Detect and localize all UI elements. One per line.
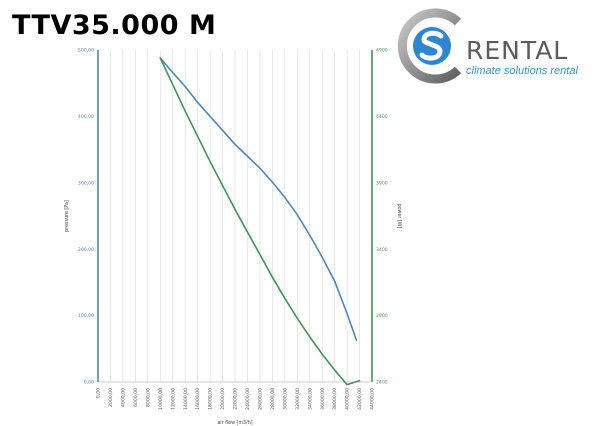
x-tick-label: 34000,00 <box>307 388 313 410</box>
y-axis-label: pressure [Pa] <box>64 200 70 232</box>
x-tick-label: 30000,00 <box>282 388 288 410</box>
x-tick-label: 26000,00 <box>258 388 264 410</box>
y2-axis-label: power [W] <box>396 204 402 229</box>
x-tick-label: 24000,00 <box>245 388 251 410</box>
brand-logo <box>392 8 592 84</box>
y2-tick-label: 4900 <box>376 48 388 54</box>
brand-tagline: climate solutions rental <box>466 65 578 77</box>
x-axis-label: air flow [m3/h] <box>217 420 252 426</box>
x-tick-label: 12000,00 <box>170 388 176 410</box>
x-tick-label: 8000,00 <box>145 388 151 407</box>
y-tick-label: 300,00 <box>78 180 94 186</box>
y2-tick-label: 3900 <box>376 180 388 186</box>
x-tick-label: 20000,00 <box>220 388 226 410</box>
x-tick-label: 36000,00 <box>320 388 326 410</box>
y-tick-label: 100,00 <box>78 313 94 319</box>
x-tick-label: 0,00 <box>96 388 102 398</box>
y2-tick-label: 3400 <box>376 247 388 253</box>
x-tick-label: 44000,00 <box>370 388 376 410</box>
y-tick-label: 0,00 <box>84 380 94 386</box>
x-tick-label: 32000,00 <box>295 388 301 410</box>
y-tick-label: 400,00 <box>78 114 94 120</box>
x-tick-label: 14000,00 <box>183 388 189 410</box>
y2-tick-label: 4400 <box>376 114 388 120</box>
product-title: TTV35.000 M <box>12 10 217 41</box>
y2-tick-label: 2400 <box>376 380 388 386</box>
pressure-curve-line <box>159 57 358 341</box>
x-tick-label: 2000,00 <box>108 388 114 407</box>
x-tick-label: 16000,00 <box>195 388 201 410</box>
y2-tick-label: 2900 <box>376 313 388 319</box>
x-tick-label: 6000,00 <box>133 388 139 407</box>
x-tick-label: 18000,00 <box>208 388 214 410</box>
x-tick-label: 42000,00 <box>357 388 363 410</box>
x-tick-label: 4000,00 <box>121 388 127 407</box>
cs-rental-logo-icon <box>397 8 462 84</box>
x-tick-label: 22000,00 <box>233 388 239 410</box>
power-curve-line <box>159 57 361 386</box>
y-tick-label: 500,00 <box>78 48 94 54</box>
x-tick-label: 10000,00 <box>158 388 164 410</box>
brand-name: RENTAL <box>466 36 569 65</box>
x-tick-label: 40000,00 <box>345 388 351 410</box>
x-tick-label: 38000,00 <box>332 388 338 410</box>
y-tick-label: 200,00 <box>78 247 94 253</box>
x-tick-label: 28000,00 <box>270 388 276 410</box>
